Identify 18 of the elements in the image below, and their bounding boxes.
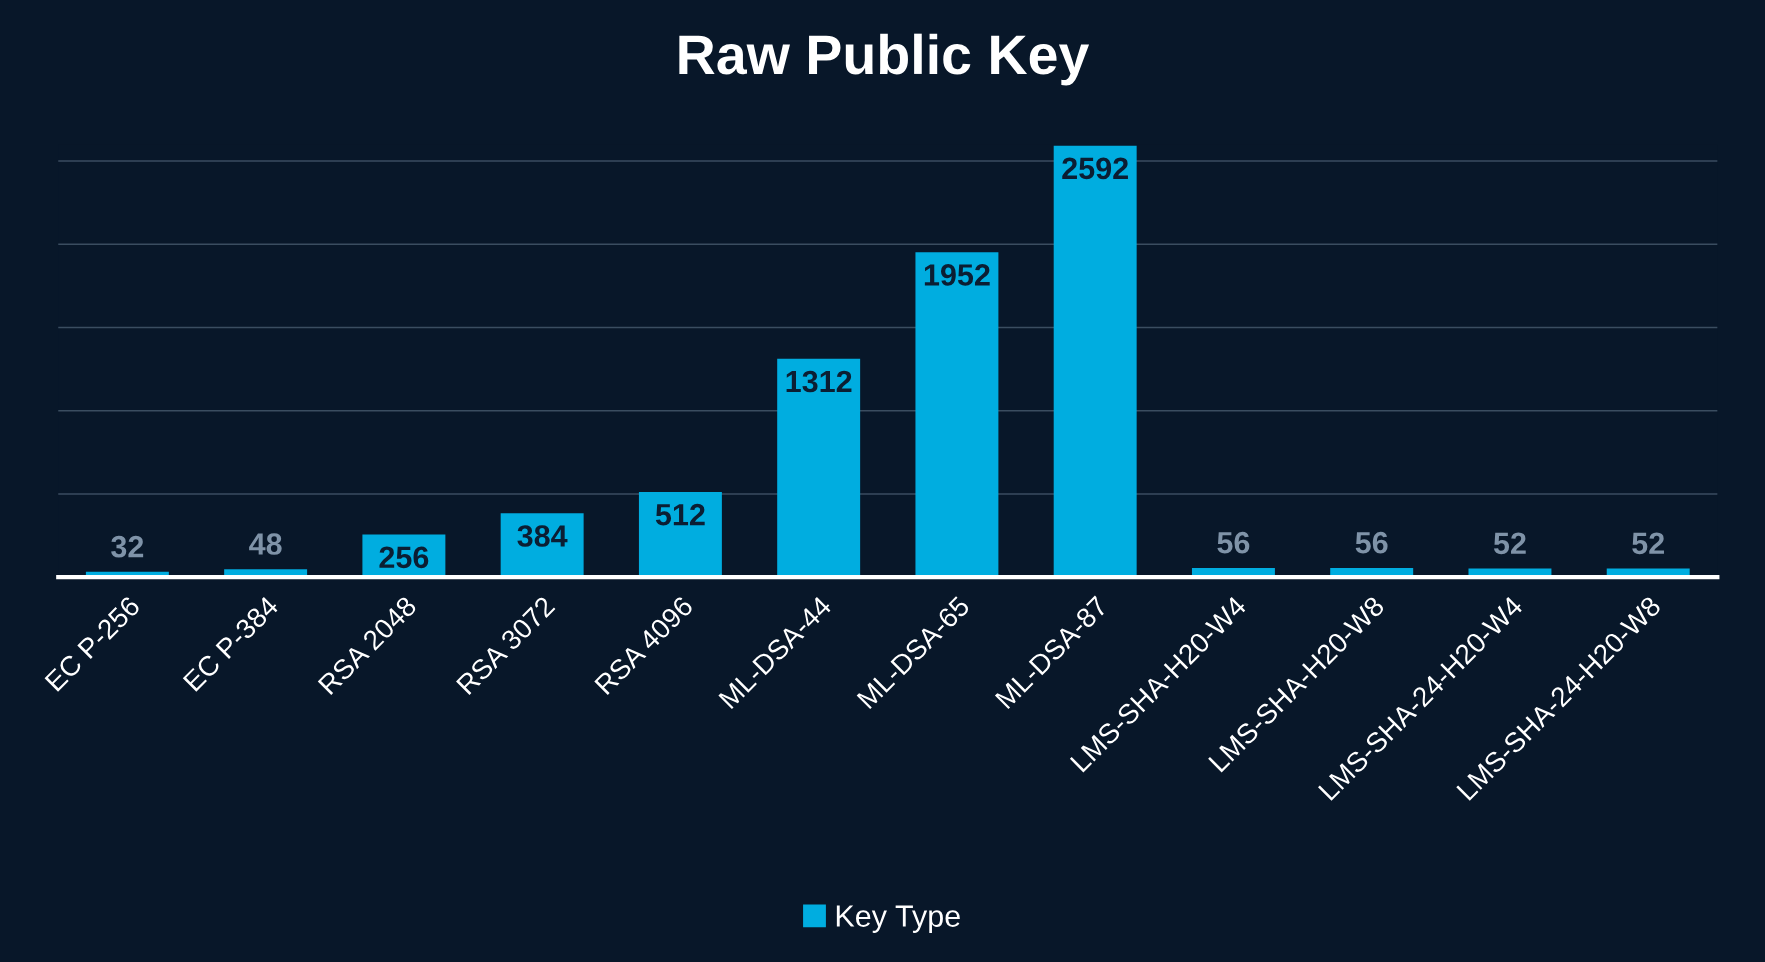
- data-label: 1312: [786, 370, 852, 393]
- data-label: 512: [655, 503, 705, 526]
- data-label: 56: [1217, 531, 1250, 554]
- bar: [777, 358, 861, 578]
- data-label: 52: [1632, 532, 1664, 555]
- data-label: 52: [1493, 532, 1526, 555]
- data-label: 56: [1355, 531, 1388, 554]
- bar: [638, 491, 722, 578]
- chart-title: Raw Public Key: [679, 33, 1090, 86]
- data-label: 48: [249, 533, 282, 555]
- bar: [915, 252, 999, 578]
- data-label: 2592: [1062, 157, 1128, 180]
- data-label: 1952: [924, 264, 990, 286]
- data-label: 384: [517, 525, 568, 547]
- data-label: 256: [379, 546, 429, 569]
- bar: [1053, 145, 1137, 578]
- data-label: 32: [111, 535, 144, 558]
- legend-label: Key Type: [836, 905, 960, 933]
